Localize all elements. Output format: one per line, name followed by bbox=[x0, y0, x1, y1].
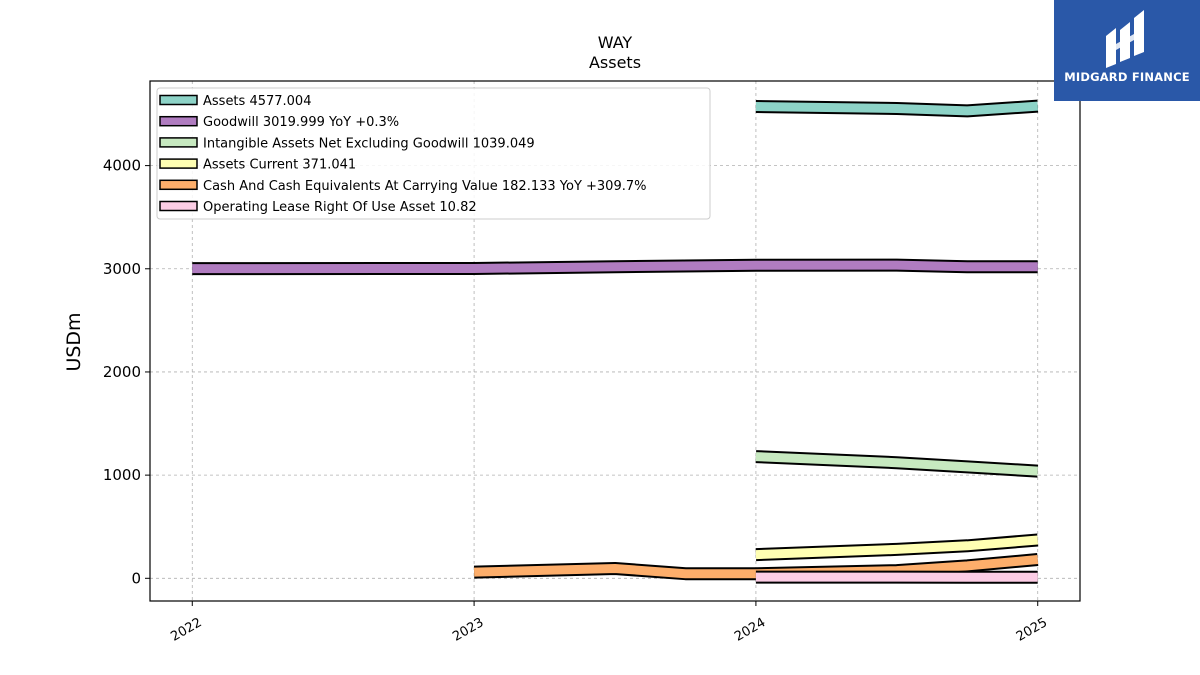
series-line bbox=[192, 260, 1038, 274]
chart-title: WAY bbox=[598, 33, 633, 52]
series-line bbox=[755, 452, 1038, 476]
legend-swatch bbox=[159, 94, 198, 106]
series-line bbox=[755, 101, 1039, 116]
y-tick-label: 4000 bbox=[103, 157, 141, 175]
legend-label: Operating Lease Right Of Use Asset 10.82 bbox=[203, 200, 477, 215]
y-tick-label: 0 bbox=[131, 569, 141, 587]
brand-name: MIDGARD FINANCE bbox=[1064, 70, 1190, 84]
chart-subtitle: Assets bbox=[589, 53, 641, 72]
legend-item: Assets Current 371.041 bbox=[159, 158, 356, 173]
legend-label: Assets Current 371.041 bbox=[203, 158, 356, 173]
x-tick-label: 2024 bbox=[732, 615, 768, 645]
legend-item: Cash And Cash Equivalents At Carrying Va… bbox=[159, 179, 646, 194]
y-tick-label: 3000 bbox=[103, 260, 141, 278]
legend-item: Intangible Assets Net Excluding Goodwill… bbox=[159, 136, 535, 151]
series-assets-current bbox=[755, 533, 1039, 562]
x-tick-label: 2023 bbox=[450, 615, 486, 645]
legend-label: Goodwill 3019.999 YoY +0.3% bbox=[203, 115, 399, 130]
x-axis: 2022 2023 2024 2025 bbox=[168, 601, 1050, 645]
series-layer bbox=[192, 99, 1039, 584]
legend-label: Assets 4577.004 bbox=[203, 94, 311, 109]
legend-label: Cash And Cash Equivalents At Carrying Va… bbox=[203, 179, 646, 194]
legend-box bbox=[156, 87, 711, 220]
y-axis-label: USDm bbox=[63, 312, 85, 371]
legend: Assets 4577.004 Goodwill 3019.999 YoY +0.… bbox=[156, 87, 711, 220]
legend-item: Goodwill 3019.999 YoY +0.3% bbox=[159, 115, 399, 130]
brand-logo: MIDGARD FINANCE bbox=[1054, 0, 1200, 101]
plot-frame bbox=[149, 80, 1081, 602]
x-tick-label: 2022 bbox=[168, 615, 204, 645]
legend-item: Operating Lease Right Of Use Asset 10.82 bbox=[159, 200, 477, 215]
brand-mark-icon bbox=[1106, 10, 1144, 68]
legend-swatch bbox=[159, 115, 198, 127]
legend-swatch bbox=[159, 158, 198, 169]
series-goodwill bbox=[192, 258, 1038, 276]
legend-label: Intangible Assets Net Excluding Goodwill… bbox=[203, 136, 535, 151]
y-axis: 0 1000 2000 3000 4000 bbox=[103, 157, 150, 587]
x-tick-label: 2025 bbox=[1014, 615, 1050, 645]
legend-swatch bbox=[159, 179, 198, 191]
legend-item: Assets 4577.004 bbox=[159, 94, 311, 109]
series-intangible-assets-net-excluding-goodwill bbox=[755, 450, 1039, 478]
y-tick-label: 2000 bbox=[103, 363, 141, 381]
series-assets bbox=[755, 99, 1039, 118]
legend-swatch bbox=[159, 200, 198, 212]
y-tick-label: 1000 bbox=[103, 466, 141, 484]
series-line bbox=[755, 535, 1039, 560]
legend-swatch bbox=[159, 137, 198, 148]
